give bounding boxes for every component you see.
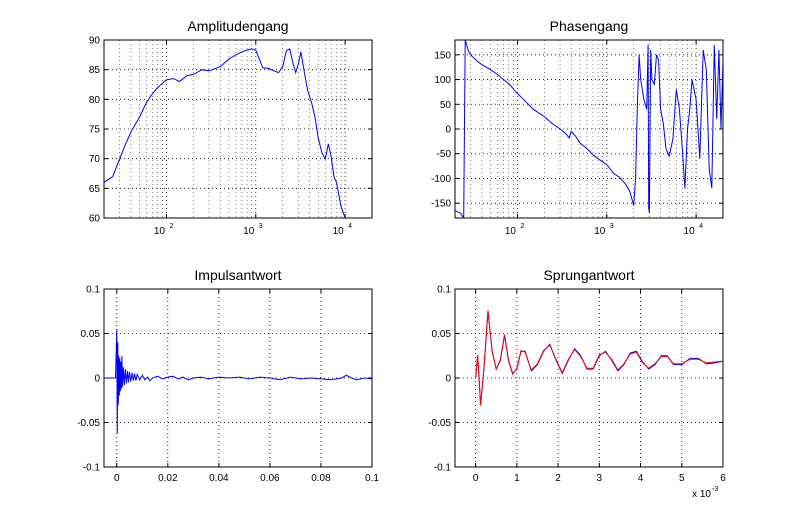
- x-tick-label: 10: [243, 226, 255, 237]
- x-tick-label: 10: [594, 226, 606, 237]
- y-tick-label: 50: [440, 100, 452, 111]
- chart-2: 0 0.02 0.04 0.06 0.08 0.1 -0.1 -0.05 0 0.05 0.1 Imp…: [77, 267, 379, 484]
- y-tick-label: -0.05: [428, 418, 451, 429]
- y-tick-label: -50: [437, 149, 452, 160]
- y-tick-label: -100: [431, 174, 451, 185]
- y-tick-label: -0.1: [434, 463, 452, 474]
- series-line-0: [104, 48, 346, 218]
- y-tick-label: 80: [89, 95, 101, 106]
- chart-title: Impulsantwort: [194, 267, 281, 283]
- x-axis-multiplier: x 10: [692, 489, 711, 500]
- x-tick-label: 0: [114, 473, 120, 484]
- x-tick-label: 0.1: [365, 473, 379, 484]
- y-tick-label: 0.1: [437, 285, 451, 296]
- y-tick-label: 75: [89, 125, 101, 136]
- y-tick-label: 85: [89, 65, 101, 76]
- y-tick-label: 0: [445, 125, 451, 136]
- x-tick-label: 10: [684, 226, 696, 237]
- x-tick-label: 0.08: [311, 473, 331, 484]
- x-tick-label: 0.04: [209, 473, 229, 484]
- y-tick-label: 0.1: [86, 285, 100, 296]
- x-tick-label: 4: [638, 473, 644, 484]
- x-tick-label: 10: [154, 226, 166, 237]
- x-tick-label: 10: [505, 226, 517, 237]
- x-tick-label: 10: [333, 226, 345, 237]
- y-tick-label: 70: [89, 154, 101, 165]
- y-tick-label: -0.05: [77, 418, 100, 429]
- chart-title: Phasengang: [550, 18, 629, 34]
- x-tick-label: 3: [597, 473, 603, 484]
- x-tick-exponent: 3: [259, 223, 263, 230]
- x-tick-exponent: 4: [348, 223, 352, 230]
- y-tick-label: 60: [89, 214, 101, 225]
- x-axis-multiplier-exponent: -3: [712, 486, 718, 493]
- y-tick-label: -150: [431, 199, 451, 210]
- y-tick-label: -0.1: [83, 463, 101, 474]
- series-line-0: [455, 40, 723, 218]
- x-tick-exponent: 2: [169, 223, 173, 230]
- chart-3: 0 1 2 3 4 5 6 -0.1 -0.05 0 0.05 0.1 Sprungantwort x 1…: [428, 267, 726, 500]
- x-tick-label: 5: [679, 473, 685, 484]
- x-tick-label: 0.02: [158, 473, 178, 484]
- x-tick-exponent: 2: [520, 223, 524, 230]
- x-tick-exponent: 3: [610, 223, 614, 230]
- y-tick-label: 0: [94, 374, 100, 385]
- y-tick-label: 90: [89, 36, 101, 47]
- x-tick-label: 6: [720, 473, 726, 484]
- x-tick-label: 0: [473, 473, 479, 484]
- y-tick-label: 150: [434, 50, 451, 61]
- series-line-1: [475, 310, 723, 406]
- y-tick-label: 0.05: [81, 329, 101, 340]
- y-tick-label: 65: [89, 184, 101, 195]
- x-tick-label: 1: [514, 473, 520, 484]
- x-tick-label: 0.06: [260, 473, 280, 484]
- x-tick-label: 2: [555, 473, 561, 484]
- x-tick-exponent: 4: [699, 223, 703, 230]
- y-tick-label: 0.05: [432, 329, 452, 340]
- y-tick-label: 100: [434, 75, 451, 86]
- chart-title: Amplitudengang: [187, 18, 288, 34]
- y-tick-label: 0: [445, 374, 451, 385]
- chart-title: Sprungantwort: [543, 267, 634, 283]
- series-line-0: [104, 329, 372, 434]
